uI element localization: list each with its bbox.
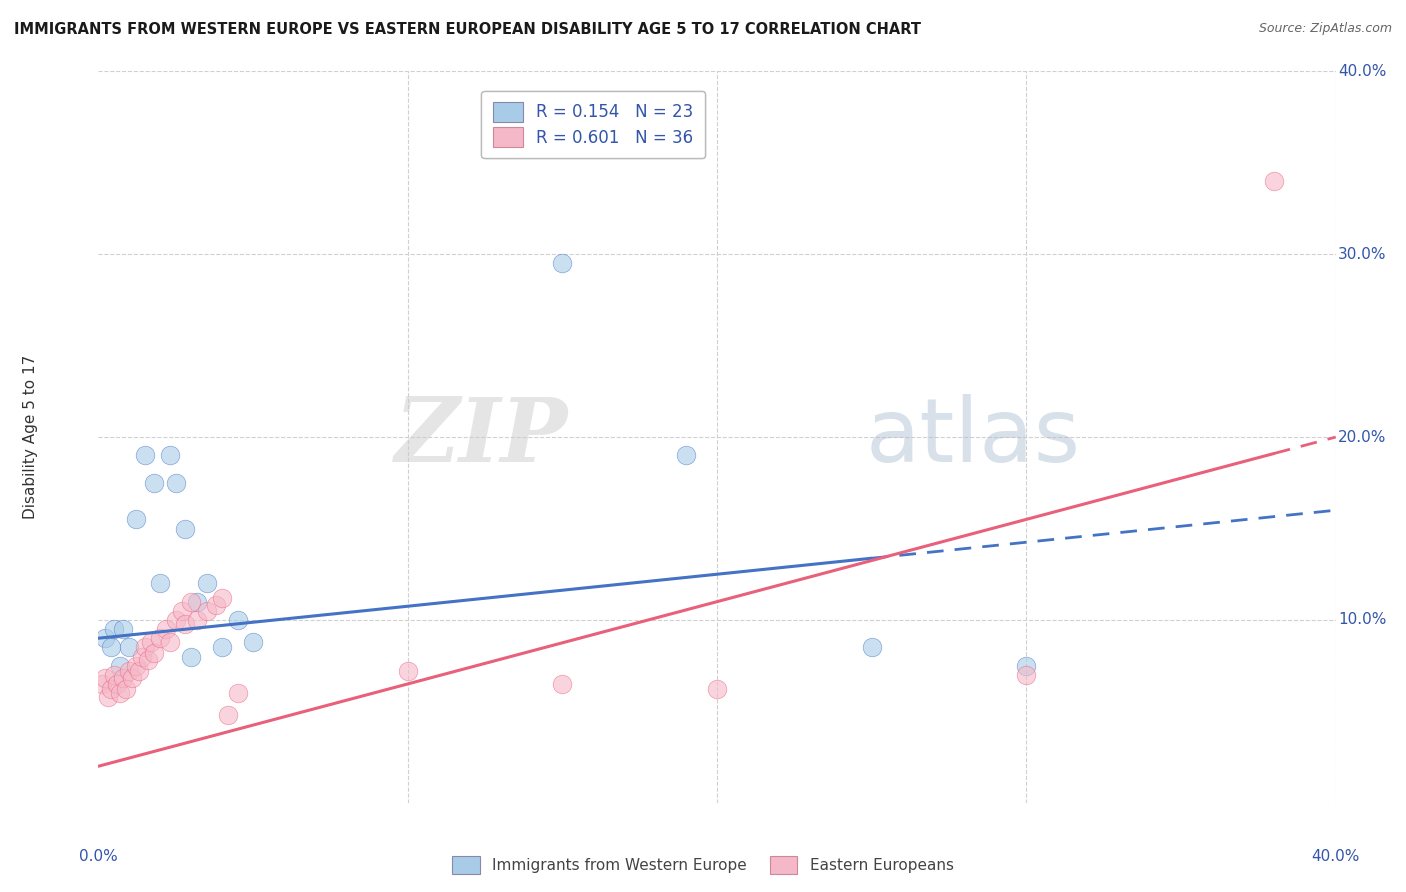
Point xyxy=(100,640,122,655)
Point xyxy=(97,690,120,704)
Point xyxy=(108,658,131,673)
Point xyxy=(195,604,218,618)
Point xyxy=(211,640,233,655)
Point xyxy=(112,622,135,636)
Point xyxy=(551,677,574,691)
Point xyxy=(124,512,146,526)
Text: 10.0%: 10.0% xyxy=(1339,613,1386,627)
Point xyxy=(103,667,125,681)
Point xyxy=(93,632,115,646)
Point xyxy=(180,649,202,664)
Point xyxy=(149,632,172,646)
Point xyxy=(396,664,419,678)
Point xyxy=(675,449,697,463)
Text: IMMIGRANTS FROM WESTERN EUROPE VS EASTERN EUROPEAN DISABILITY AGE 5 TO 17 CORREL: IMMIGRANTS FROM WESTERN EUROPE VS EASTER… xyxy=(14,22,921,37)
Point xyxy=(226,613,249,627)
Point xyxy=(118,640,141,655)
Point xyxy=(1263,174,1285,188)
Point xyxy=(121,672,143,686)
Point xyxy=(195,576,218,591)
Text: 20.0%: 20.0% xyxy=(1339,430,1386,444)
Point xyxy=(170,604,193,618)
Legend: R = 0.154   N = 23, R = 0.601   N = 36: R = 0.154 N = 23, R = 0.601 N = 36 xyxy=(481,91,706,159)
Point xyxy=(139,635,162,649)
Point xyxy=(165,475,187,490)
Point xyxy=(1015,667,1038,681)
Text: 30.0%: 30.0% xyxy=(1339,247,1386,261)
Point xyxy=(551,256,574,270)
Point xyxy=(90,677,112,691)
Point xyxy=(186,613,208,627)
Point xyxy=(159,635,181,649)
Point xyxy=(124,658,146,673)
Text: atlas: atlas xyxy=(866,393,1081,481)
Legend: Immigrants from Western Europe, Eastern Europeans: Immigrants from Western Europe, Eastern … xyxy=(446,850,960,880)
Point xyxy=(205,599,228,613)
Text: Disability Age 5 to 17: Disability Age 5 to 17 xyxy=(22,355,38,519)
Point xyxy=(100,682,122,697)
Point xyxy=(128,664,150,678)
Text: 0.0%: 0.0% xyxy=(79,848,118,863)
Point xyxy=(149,576,172,591)
Point xyxy=(226,686,249,700)
Point xyxy=(108,686,131,700)
Point xyxy=(211,591,233,605)
Point xyxy=(131,649,153,664)
Text: 40.0%: 40.0% xyxy=(1312,848,1360,863)
Point xyxy=(186,594,208,608)
Point xyxy=(159,449,181,463)
Point xyxy=(143,646,166,660)
Point xyxy=(165,613,187,627)
Text: ZIP: ZIP xyxy=(395,394,568,480)
Point xyxy=(93,672,115,686)
Text: Source: ZipAtlas.com: Source: ZipAtlas.com xyxy=(1258,22,1392,36)
Point xyxy=(860,640,883,655)
Point xyxy=(143,475,166,490)
Point xyxy=(105,677,128,691)
Point xyxy=(112,672,135,686)
Point xyxy=(706,682,728,697)
Point xyxy=(115,682,138,697)
Point xyxy=(134,640,156,655)
Point xyxy=(180,594,202,608)
Point xyxy=(155,622,177,636)
Point xyxy=(174,616,197,631)
Point xyxy=(103,622,125,636)
Point xyxy=(118,664,141,678)
Point xyxy=(217,708,239,723)
Point xyxy=(136,653,159,667)
Point xyxy=(1015,658,1038,673)
Point xyxy=(174,521,197,535)
Text: 40.0%: 40.0% xyxy=(1339,64,1386,78)
Point xyxy=(242,635,264,649)
Point xyxy=(134,449,156,463)
